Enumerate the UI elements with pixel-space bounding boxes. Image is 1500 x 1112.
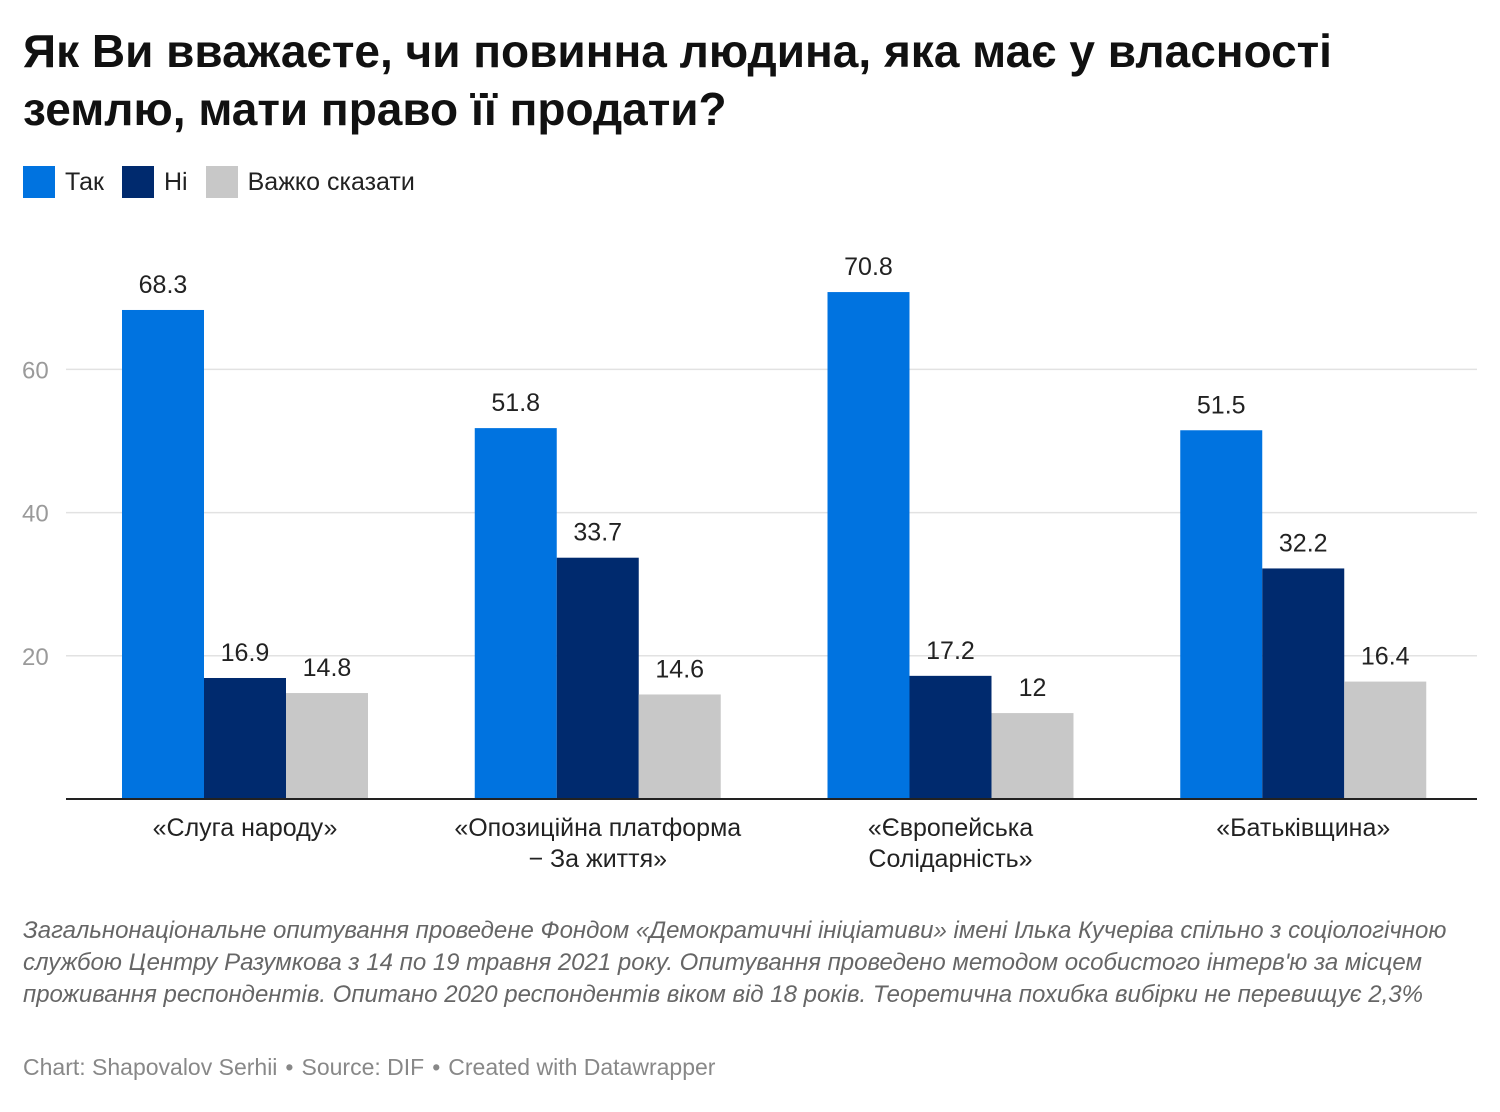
bar-chart: 20 40 60 68.3 16.9 14.8 «Слуга народу» 51.8 33.7… bbox=[22, 253, 1477, 873]
data-label: 14.6 bbox=[655, 655, 704, 683]
bar bbox=[1262, 568, 1345, 799]
bar bbox=[991, 713, 1074, 799]
legend-label: Так bbox=[65, 167, 104, 196]
data-label: 17.2 bbox=[926, 637, 975, 665]
legend-item: Важко сказати bbox=[205, 166, 415, 198]
legend-swatch bbox=[205, 166, 238, 198]
legend-swatch bbox=[23, 166, 55, 198]
x-tick-label: «Європейська bbox=[868, 814, 1033, 842]
y-tick-label: 60 bbox=[22, 357, 49, 384]
data-label: 70.8 bbox=[844, 253, 893, 281]
y-tick-label: 20 bbox=[22, 644, 49, 671]
bar bbox=[1344, 681, 1427, 799]
bar bbox=[638, 694, 721, 799]
data-label: 51.5 bbox=[1197, 391, 1246, 419]
x-tick-label: − За життя» bbox=[528, 845, 667, 873]
credit-tool: Created with Datawrapper bbox=[448, 1054, 716, 1080]
bar bbox=[909, 675, 992, 799]
x-tick-label: «Батьківщина» bbox=[1216, 814, 1390, 842]
bar bbox=[1180, 430, 1263, 799]
bar bbox=[122, 309, 204, 799]
bar bbox=[556, 557, 639, 799]
bar bbox=[204, 677, 286, 799]
legend: Так Ні Важко сказати bbox=[23, 166, 433, 198]
legend-item: Ні bbox=[122, 166, 188, 198]
data-label: 51.8 bbox=[491, 389, 540, 417]
legend-label: Ні bbox=[164, 167, 188, 196]
credits: Chart: Shapovalov Serhii • Source: DIF •… bbox=[23, 1054, 715, 1081]
x-tick-label: Солідарність» bbox=[868, 845, 1032, 873]
x-tick-label: «Слуга народу» bbox=[153, 814, 338, 842]
chart-notes: Загальнонаціональне опитування проведене… bbox=[23, 917, 1447, 1008]
credit-separator: • bbox=[285, 1054, 294, 1080]
credit-source: Source: DIF bbox=[301, 1054, 425, 1080]
x-tick-label: «Опозиційна платформа bbox=[454, 814, 741, 842]
data-label: 16.4 bbox=[1361, 643, 1410, 671]
data-label: 33.7 bbox=[573, 519, 622, 547]
credit-separator: • bbox=[432, 1054, 441, 1080]
bar bbox=[827, 292, 910, 799]
bar bbox=[474, 428, 557, 799]
data-label: 68.3 bbox=[139, 271, 188, 299]
legend-label: Важко сказати bbox=[247, 167, 415, 196]
legend-swatch bbox=[122, 166, 154, 198]
data-label: 14.8 bbox=[303, 654, 352, 682]
data-label: 32.2 bbox=[1279, 529, 1328, 557]
data-label: 12 bbox=[1019, 674, 1047, 702]
chart-title: Як Ви вважаєте, чи повинна людина, яка м… bbox=[23, 25, 1332, 135]
credit-author: Chart: Shapovalov Serhii bbox=[23, 1054, 278, 1080]
y-tick-label: 40 bbox=[22, 501, 49, 528]
data-label: 16.9 bbox=[221, 639, 270, 667]
legend-item: Так bbox=[23, 166, 104, 198]
bar bbox=[286, 693, 368, 799]
